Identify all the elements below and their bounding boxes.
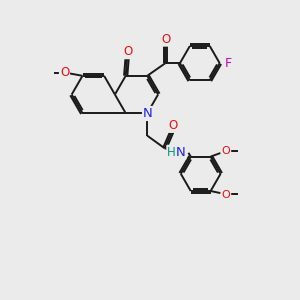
Text: O: O — [222, 190, 230, 200]
Text: O: O — [60, 66, 69, 79]
Text: N: N — [143, 107, 153, 120]
Text: O: O — [161, 33, 170, 46]
Text: N: N — [176, 146, 185, 159]
Text: O: O — [168, 119, 177, 132]
Text: O: O — [123, 45, 132, 58]
Text: H: H — [167, 146, 176, 159]
Text: O: O — [222, 146, 230, 156]
Text: F: F — [225, 57, 232, 70]
